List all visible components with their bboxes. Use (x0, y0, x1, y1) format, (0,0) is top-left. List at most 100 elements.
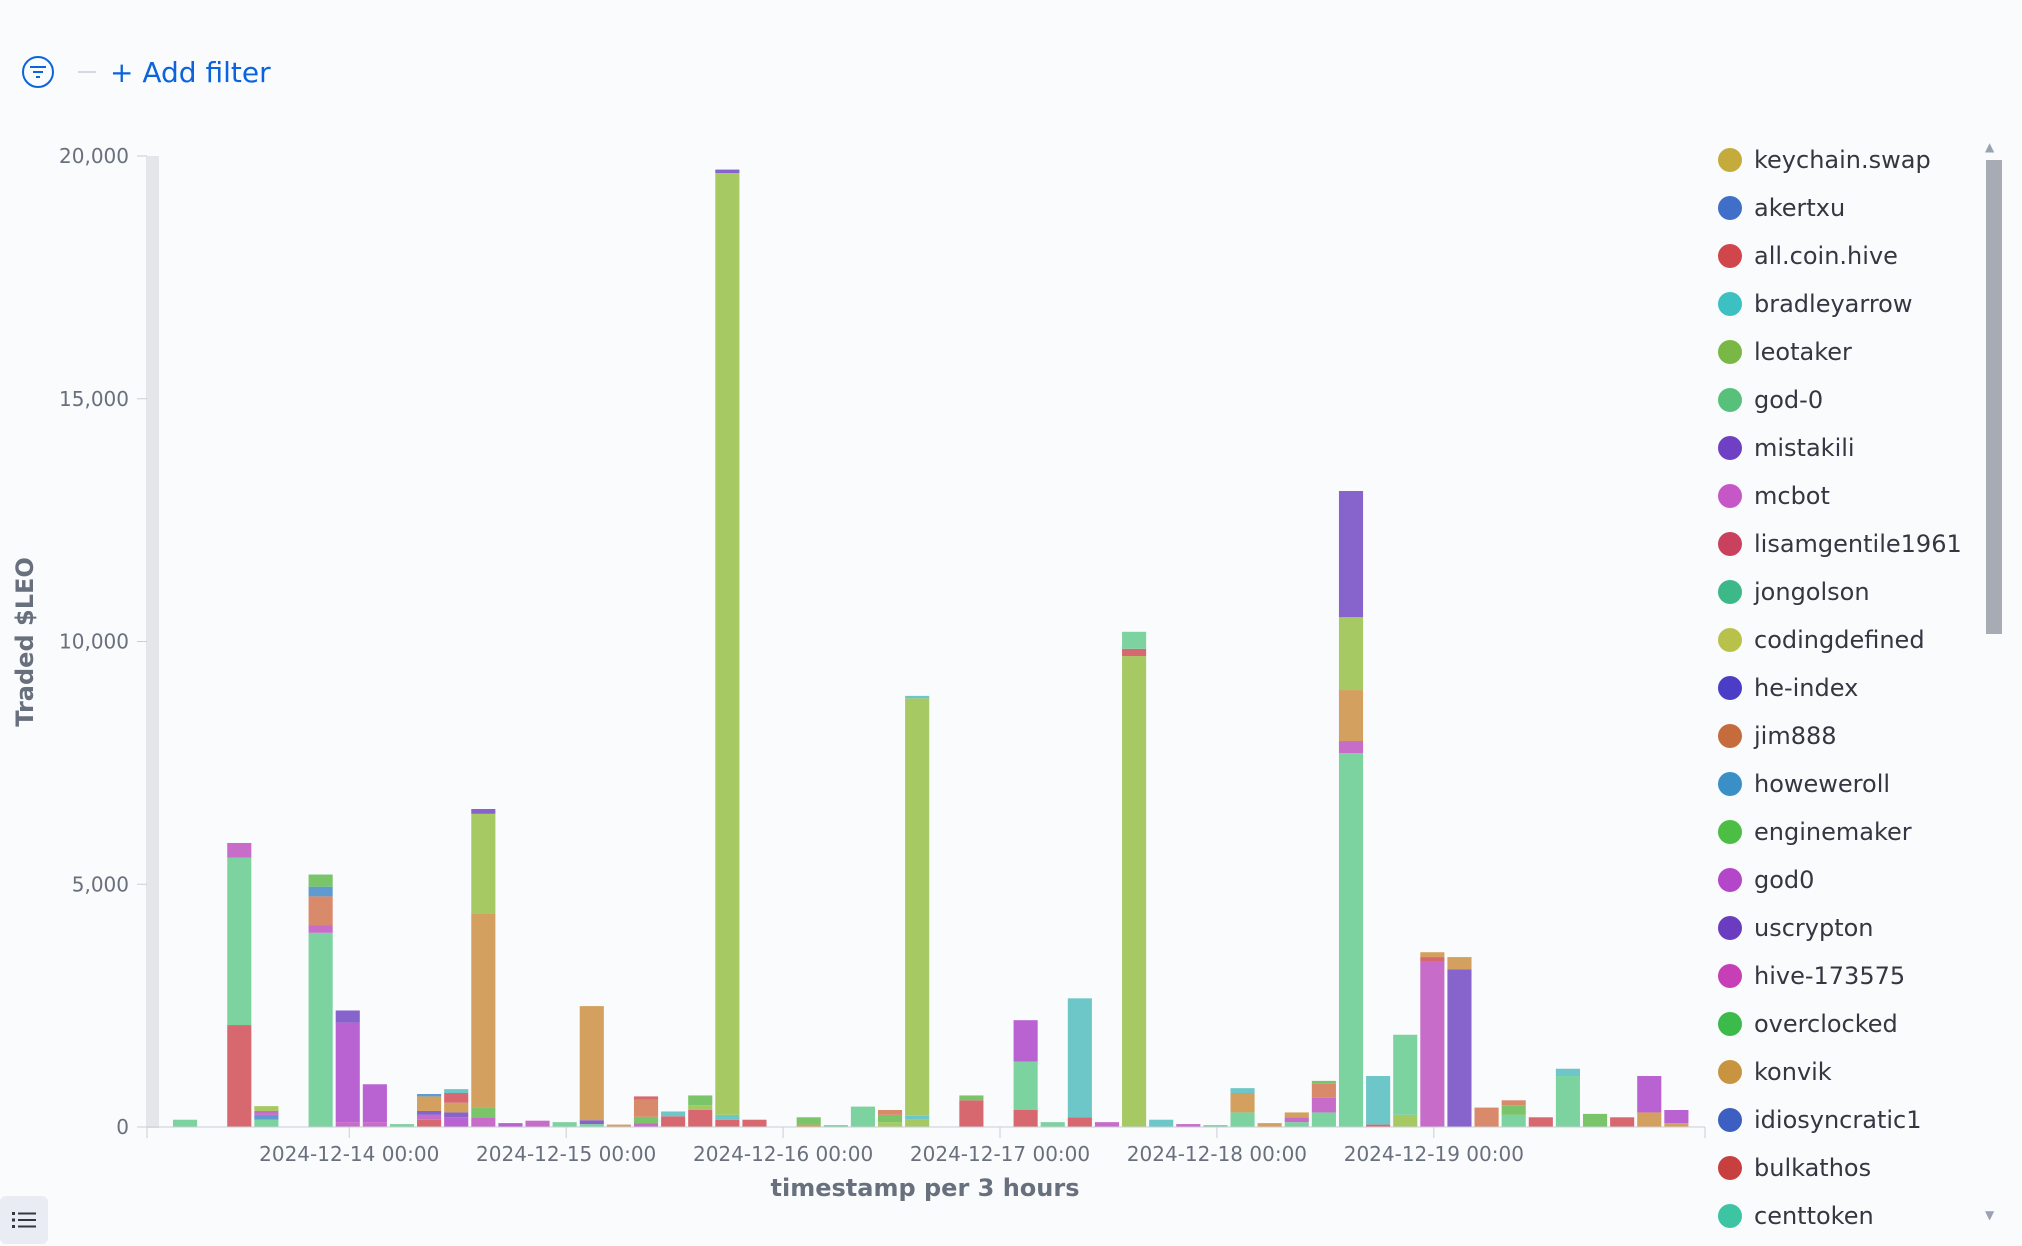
bar-segment[interactable] (877, 1122, 903, 1127)
bar-segment[interactable] (661, 1116, 686, 1127)
bar-segment[interactable] (1420, 957, 1445, 962)
bar-segment[interactable] (633, 1099, 659, 1117)
bar-segment[interactable] (1149, 1119, 1174, 1127)
bar-segment[interactable] (579, 1124, 604, 1127)
bar-segment[interactable] (227, 842, 252, 858)
bar-segment[interactable] (1664, 1110, 1689, 1124)
bar-segment[interactable] (471, 808, 496, 814)
bar-segment[interactable] (1284, 1117, 1309, 1123)
bar-segment[interactable] (1610, 1117, 1635, 1127)
bar-segment[interactable] (905, 695, 930, 699)
bar-segment[interactable] (417, 1093, 442, 1097)
bar-segment[interactable] (661, 1111, 686, 1117)
add-filter-button[interactable]: + Add filter (110, 55, 271, 89)
bar-segment[interactable] (1040, 1122, 1065, 1127)
bar-segment[interactable] (254, 1110, 279, 1115)
bar-segment[interactable] (362, 1122, 387, 1127)
bar-segment[interactable] (417, 1119, 442, 1127)
scroll-down-icon[interactable]: ▼ (1985, 1208, 1995, 1222)
legend-item[interactable]: bradleyarrow (1718, 280, 1912, 328)
bar-segment[interactable] (1393, 1034, 1418, 1115)
bar-segment[interactable] (1447, 969, 1472, 1127)
bar-segment[interactable] (579, 1006, 604, 1121)
brush-area[interactable] (147, 156, 159, 1128)
bar-segment[interactable] (959, 1095, 984, 1101)
bar-segment[interactable] (850, 1106, 875, 1127)
legend-item[interactable]: god-0 (1718, 376, 1823, 424)
bar-segment[interactable] (471, 813, 496, 914)
legend-item[interactable]: mcbot (1718, 472, 1830, 520)
bar-segment[interactable] (1338, 490, 1364, 618)
bar-segment[interactable] (1420, 961, 1445, 1127)
bar-segment[interactable] (227, 1025, 252, 1127)
bar-segment[interactable] (715, 1114, 740, 1120)
bar-segment[interactable] (1067, 1117, 1092, 1127)
bar-segment[interactable] (1366, 1124, 1391, 1127)
bar-segment[interactable] (1013, 1020, 1038, 1062)
bar-segment[interactable] (1230, 1088, 1255, 1094)
bar-segment[interactable] (633, 1096, 659, 1100)
bar-segment[interactable] (905, 698, 930, 1116)
bar-segment[interactable] (715, 172, 740, 1115)
bar-segment[interactable] (905, 1119, 930, 1127)
legend-item[interactable]: hive-173575 (1718, 952, 1905, 1000)
bar-segment[interactable] (1501, 1114, 1526, 1127)
bar-segment[interactable] (308, 874, 333, 887)
bar-segment[interactable] (227, 857, 252, 1026)
legend-item[interactable]: lisamgentile1961 (1718, 520, 1962, 568)
bar-segment[interactable] (688, 1110, 713, 1127)
bar-segment[interactable] (444, 1093, 469, 1103)
legend-item[interactable]: idiosyncratic1 (1718, 1096, 1921, 1144)
bar-segment[interactable] (1474, 1107, 1499, 1127)
bar-segment[interactable] (444, 1089, 469, 1094)
legend-item[interactable]: he-index (1718, 664, 1858, 712)
bar-segment[interactable] (1284, 1112, 1309, 1118)
bar-segment[interactable] (688, 1105, 713, 1111)
bar-segment[interactable] (1420, 952, 1445, 958)
legend-item[interactable]: akertxu (1718, 184, 1845, 232)
legend-item[interactable]: mistakili (1718, 424, 1855, 472)
bar-segment[interactable] (1338, 753, 1364, 1127)
bar-segment[interactable] (633, 1123, 659, 1127)
bar-segment[interactable] (1338, 617, 1364, 691)
bar-segment[interactable] (1311, 1080, 1336, 1084)
bar-segment[interactable] (1230, 1093, 1255, 1113)
bar-segment[interactable] (444, 1112, 469, 1118)
bar-segment[interactable] (1501, 1105, 1526, 1115)
legend-item[interactable]: konvik (1718, 1048, 1832, 1096)
bar-segment[interactable] (389, 1124, 415, 1127)
bar-segment[interactable] (362, 1084, 387, 1123)
bar-segment[interactable] (254, 1114, 279, 1120)
bar-segment[interactable] (1257, 1123, 1282, 1127)
bar-segment[interactable] (1311, 1112, 1336, 1127)
bar-segment[interactable] (688, 1095, 713, 1106)
bar-segment[interactable] (715, 169, 740, 173)
bar-segment[interactable] (471, 1117, 496, 1127)
filter-icon[interactable] (22, 56, 54, 88)
bar-segment[interactable] (417, 1110, 442, 1115)
legend-item[interactable]: jim888 (1718, 712, 1837, 760)
bar-segment[interactable] (1013, 1061, 1038, 1111)
bar-segment[interactable] (796, 1117, 821, 1125)
bar-segment[interactable] (1122, 656, 1147, 1127)
legend-item[interactable]: god0 (1718, 856, 1814, 904)
bar-segment[interactable] (525, 1120, 550, 1127)
bar-segment[interactable] (335, 1022, 360, 1123)
bar-segment[interactable] (417, 1114, 442, 1120)
bar-segment[interactable] (1582, 1113, 1608, 1127)
bar-segment[interactable] (1637, 1112, 1662, 1127)
bar-segment[interactable] (823, 1125, 848, 1127)
bar-segment[interactable] (444, 1117, 469, 1127)
bar-segment[interactable] (796, 1124, 821, 1127)
bar-segment[interactable] (877, 1114, 903, 1123)
bar-segment[interactable] (1230, 1112, 1255, 1127)
legend-item[interactable]: jongolson (1718, 568, 1870, 616)
bar-segment[interactable] (471, 1107, 496, 1118)
legend-scrollbar-thumb[interactable] (1986, 160, 2002, 634)
bar-segment[interactable] (1013, 1110, 1038, 1127)
bar-segment[interactable] (1501, 1100, 1526, 1106)
bar-segment[interactable] (715, 1119, 740, 1127)
bar-segment[interactable] (1366, 1076, 1391, 1125)
bar-segment[interactable] (877, 1110, 903, 1115)
bar-segment[interactable] (308, 896, 333, 926)
